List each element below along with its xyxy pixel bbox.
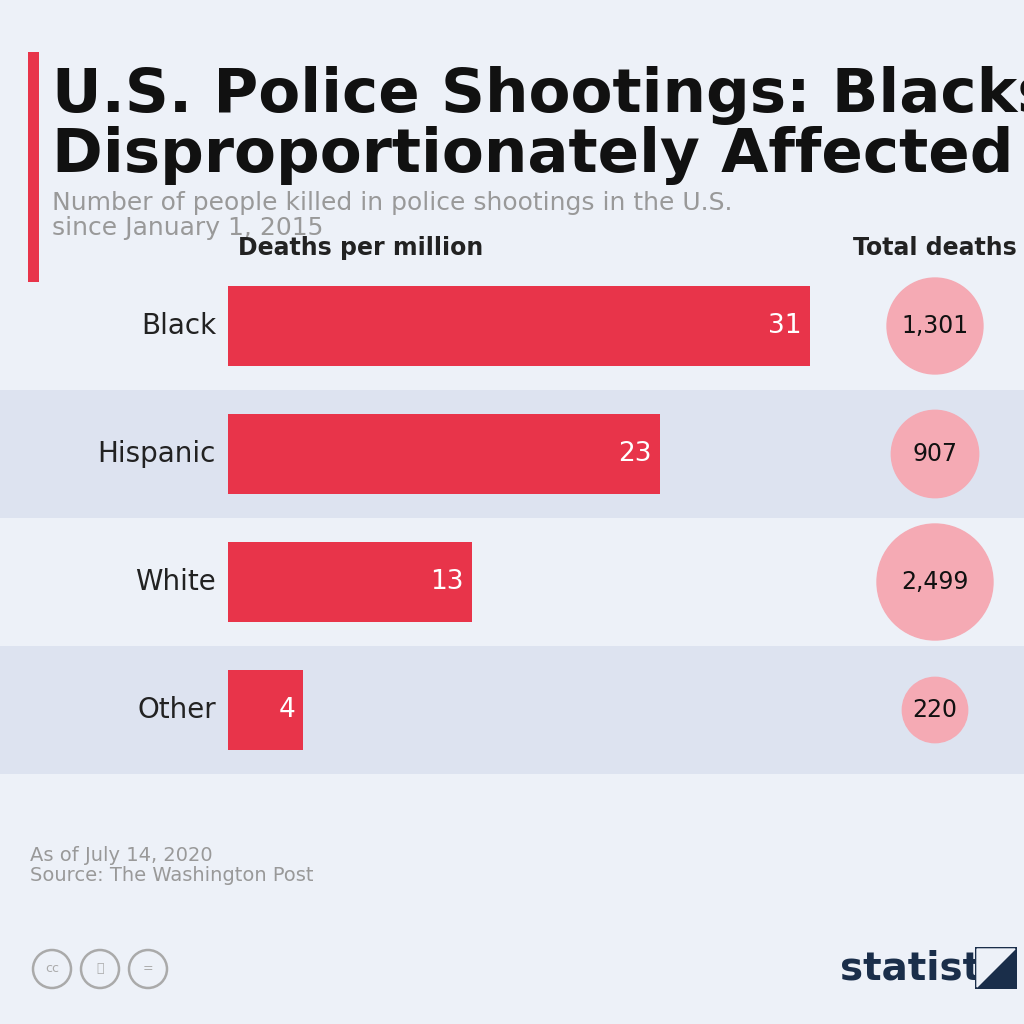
Text: since January 1, 2015: since January 1, 2015 xyxy=(52,216,324,240)
FancyBboxPatch shape xyxy=(228,543,472,622)
Circle shape xyxy=(877,524,993,640)
Circle shape xyxy=(902,677,968,742)
Text: 4: 4 xyxy=(279,697,295,723)
Text: 13: 13 xyxy=(430,569,464,595)
Text: cc: cc xyxy=(45,963,59,976)
Text: Disproportionately Affected: Disproportionately Affected xyxy=(52,126,1014,185)
FancyBboxPatch shape xyxy=(0,518,1024,646)
FancyBboxPatch shape xyxy=(228,287,810,366)
Text: Total deaths: Total deaths xyxy=(853,236,1017,260)
Text: 31: 31 xyxy=(768,313,802,339)
Text: ⓘ: ⓘ xyxy=(96,963,103,976)
Polygon shape xyxy=(977,949,1015,987)
Circle shape xyxy=(891,411,979,498)
Text: Source: The Washington Post: Source: The Washington Post xyxy=(30,866,313,885)
FancyBboxPatch shape xyxy=(975,947,1017,989)
Text: =: = xyxy=(142,963,154,976)
Text: 220: 220 xyxy=(912,698,957,722)
Text: U.S. Police Shootings: Blacks: U.S. Police Shootings: Blacks xyxy=(52,66,1024,125)
Text: Hispanic: Hispanic xyxy=(97,440,216,468)
Text: 1,301: 1,301 xyxy=(901,314,969,338)
FancyBboxPatch shape xyxy=(28,52,39,282)
Text: Deaths per million: Deaths per million xyxy=(238,236,483,260)
Text: As of July 14, 2020: As of July 14, 2020 xyxy=(30,846,213,865)
Text: White: White xyxy=(135,568,216,596)
Text: 907: 907 xyxy=(912,442,957,466)
FancyBboxPatch shape xyxy=(0,646,1024,774)
FancyBboxPatch shape xyxy=(0,262,1024,390)
Text: 23: 23 xyxy=(618,441,652,467)
Text: 2,499: 2,499 xyxy=(901,570,969,594)
FancyBboxPatch shape xyxy=(228,415,659,494)
Text: Black: Black xyxy=(141,312,216,340)
Text: Number of people killed in police shootings in the U.S.: Number of people killed in police shooti… xyxy=(52,191,732,215)
Circle shape xyxy=(887,279,983,374)
FancyBboxPatch shape xyxy=(0,390,1024,518)
Text: Other: Other xyxy=(137,696,216,724)
FancyBboxPatch shape xyxy=(228,671,303,750)
Text: statista: statista xyxy=(840,950,1008,988)
